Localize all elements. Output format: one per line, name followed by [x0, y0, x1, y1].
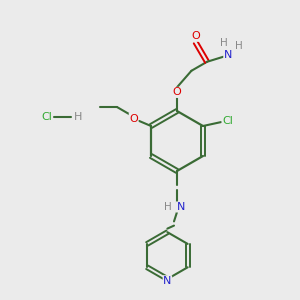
Text: N: N: [176, 202, 185, 212]
Text: N: N: [163, 276, 172, 286]
Text: O: O: [129, 113, 138, 124]
Text: N: N: [224, 50, 232, 60]
Text: Cl: Cl: [41, 112, 52, 122]
Text: O: O: [191, 31, 200, 41]
Text: H: H: [235, 40, 242, 51]
Text: H: H: [220, 38, 227, 48]
Text: H: H: [74, 112, 82, 122]
Text: O: O: [172, 87, 182, 98]
Text: Cl: Cl: [222, 116, 233, 126]
Text: H: H: [164, 202, 172, 212]
